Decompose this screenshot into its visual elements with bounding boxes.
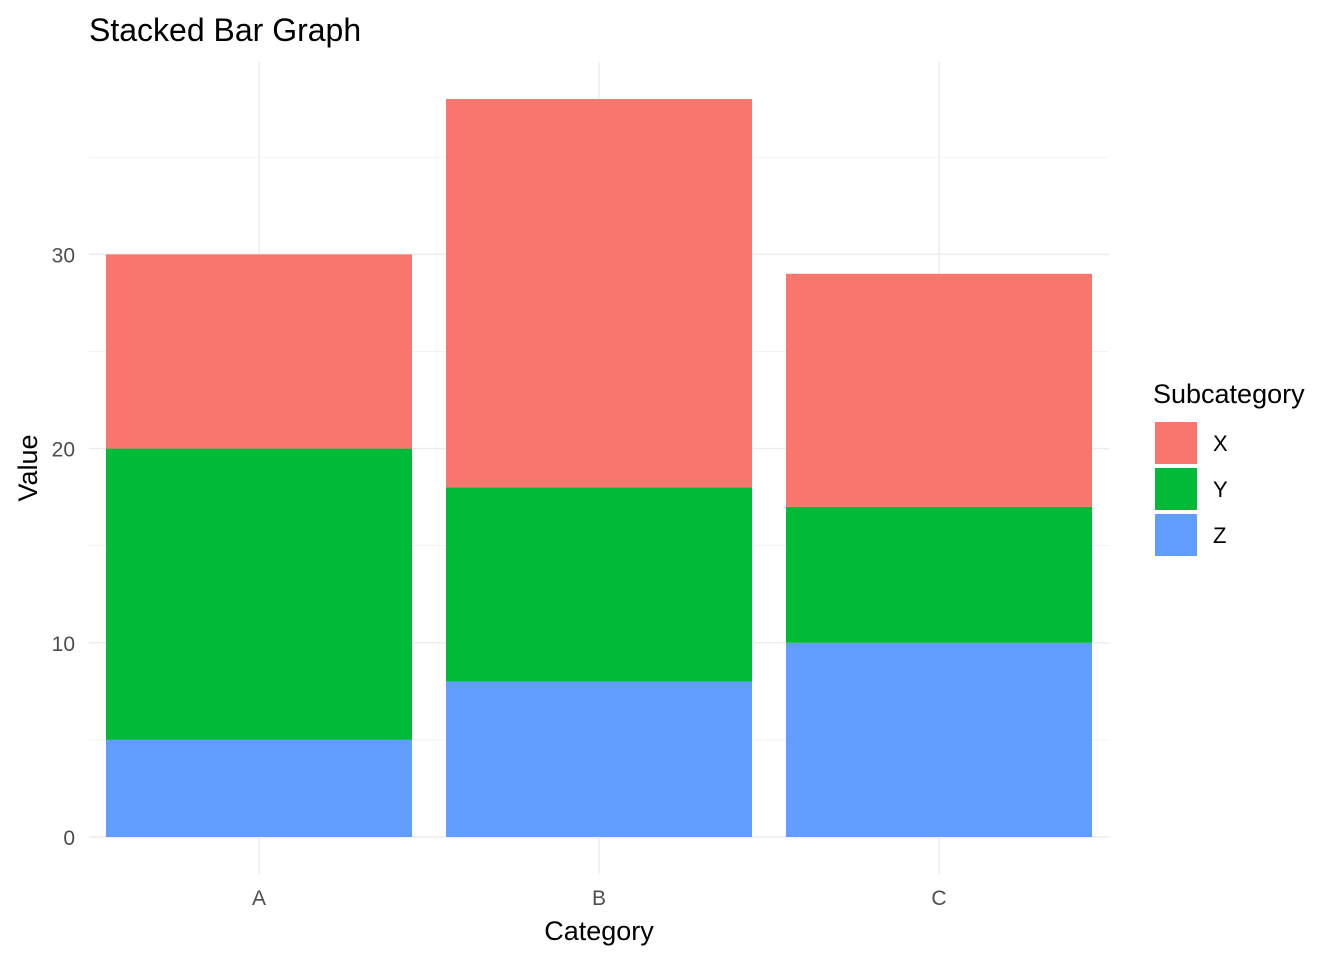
bar-A-Y	[106, 448, 412, 740]
legend-label-X: X	[1213, 431, 1228, 456]
bar-C-Y	[786, 506, 1092, 643]
y-tick-label: 20	[52, 439, 75, 462]
legend-title: Subcategory	[1153, 379, 1305, 409]
axis-ticks: 0 10 20 30 A B C	[52, 244, 947, 910]
bar-C-X	[786, 273, 1092, 507]
legend-label-Z: Z	[1213, 523, 1226, 548]
x-axis-title: Category	[544, 916, 654, 946]
bar-B-Z	[446, 681, 752, 837]
bar-A-X	[106, 254, 412, 449]
bars	[106, 99, 1092, 837]
bar-C-Z	[786, 642, 1092, 837]
chart-title: Stacked Bar Graph	[89, 12, 361, 48]
legend-label-Y: Y	[1213, 477, 1228, 502]
x-tick-label: A	[252, 887, 266, 910]
y-axis-title: Value	[13, 434, 43, 501]
x-tick-label: C	[931, 887, 946, 910]
y-tick-label: 10	[52, 633, 75, 656]
legend-swatch-Y	[1155, 468, 1197, 510]
y-tick-label: 0	[63, 827, 75, 850]
legend-swatch-X	[1155, 422, 1197, 464]
legend: Subcategory XYZ	[1153, 379, 1305, 556]
legend-swatch-Z	[1155, 514, 1197, 556]
bar-B-Y	[446, 487, 752, 682]
x-tick-label: B	[592, 887, 606, 910]
bar-B-X	[446, 99, 752, 488]
legend-items: XYZ	[1155, 422, 1228, 556]
y-tick-label: 30	[52, 244, 75, 267]
bar-A-Z	[106, 739, 412, 837]
